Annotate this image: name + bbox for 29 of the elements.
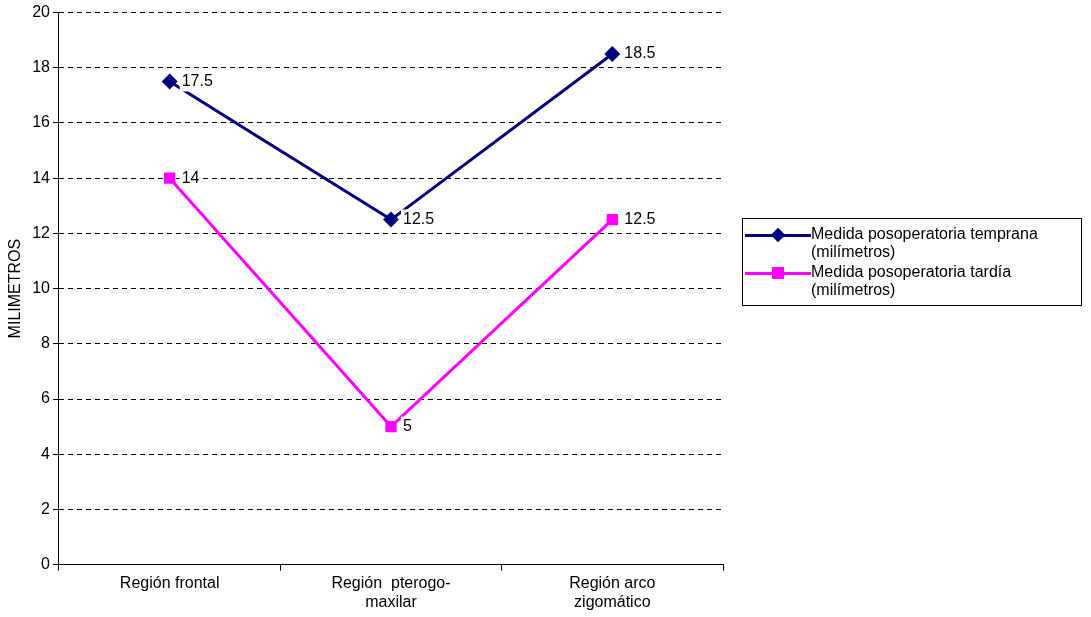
y-tick-label: 12 [32,223,51,241]
point [383,211,399,228]
y-tick-label: 4 [41,444,51,462]
x-tick-label: Región frontal [119,573,220,591]
data-label: 12.5 [403,210,435,228]
point [161,73,178,90]
x-tick-label: Región pterogo-maxilar [331,573,451,610]
y-axis-title: MILIMETROS [6,238,24,339]
x-tick-label: Región arco zigomático [569,573,656,610]
y-tick-label: 8 [41,334,51,352]
data-label: 14 [181,168,200,186]
point [604,46,621,62]
point [164,172,176,184]
legend-label: Medida posoperatoria temprana (milímetros) [811,225,1039,261]
y-tick-label: 16 [32,113,51,131]
legend-label: Medida posoperatoria tardía (milímetros) [811,263,1013,299]
data-label: 5 [403,417,412,435]
data-label: 12.5 [624,210,656,228]
point [385,420,397,433]
data-label: 18.5 [624,44,656,62]
y-tick-label: 10 [32,279,51,297]
data-label: 17.5 [181,72,213,90]
y-tick-label: 20 [32,3,51,21]
y-tick-label: 0 [41,555,51,573]
y-tick-label: 18 [32,58,51,76]
y-tick-label: 6 [41,389,51,407]
point [606,213,618,226]
y-tick-label: 2 [41,499,51,517]
y-tick-label: 14 [32,168,51,186]
